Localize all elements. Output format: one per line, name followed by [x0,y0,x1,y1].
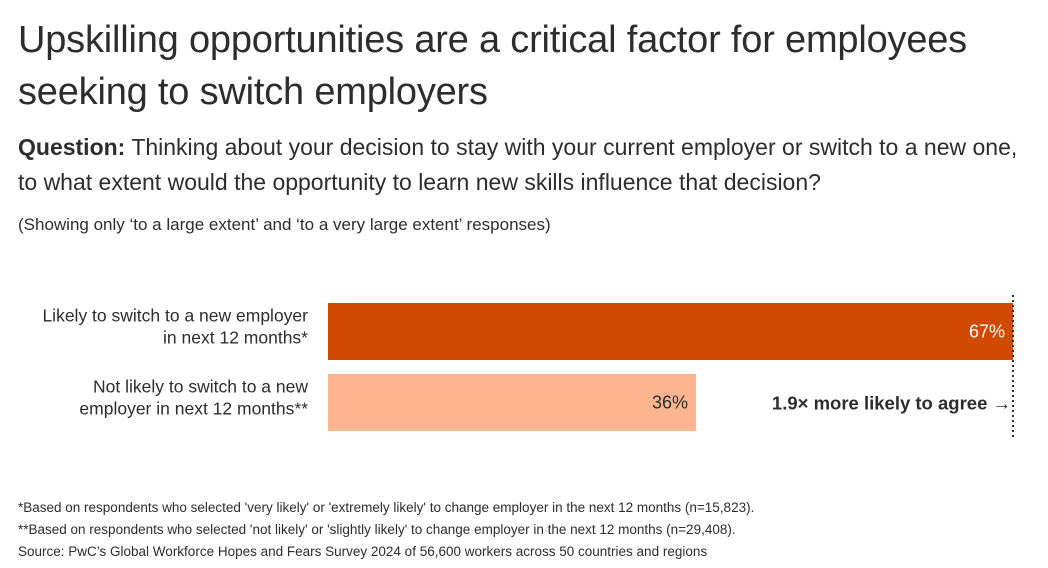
footnote-not-likely: **Based on respondents who selected 'not… [18,522,736,537]
bar-1 [328,374,697,431]
question-label: Question: [18,134,126,160]
category-label-1-line-1: employer in next 12 months** [79,399,308,419]
bar-0 [328,303,1013,360]
bar-chart: 67% Likely to switch to a new employer in … [0,290,1048,450]
chart-title: Upskilling opportunities are a critical … [18,19,967,113]
bar-chart-svg: 67% Likely to switch to a new employerin … [42,295,1014,438]
bar-value-label-0: 67% [969,322,1005,342]
source-note: Source: PwC’s Global Workforce Hopes and… [18,544,708,559]
footnotes: *Based on respondents who selected 'very… [18,497,1028,563]
question-text: Question: Thinking about your decision t… [18,130,1028,200]
response-filter-note: (Showing only ‘to a large extent’ and ‘t… [18,215,551,234]
bar-value-label-1: 36% [652,393,688,413]
category-label-0-line-1: in next 12 months* [163,328,308,348]
question-body: Thinking about your decision to stay wit… [18,134,1018,195]
comparison-annotation: 1.9× more likely to agree → [772,393,1011,414]
footnote-likely: *Based on respondents who selected 'very… [18,500,755,515]
category-label-0-line-0: Likely to switch to a new employer [42,306,308,326]
category-label-1-line-0: Not likely to switch to a new [93,377,308,397]
